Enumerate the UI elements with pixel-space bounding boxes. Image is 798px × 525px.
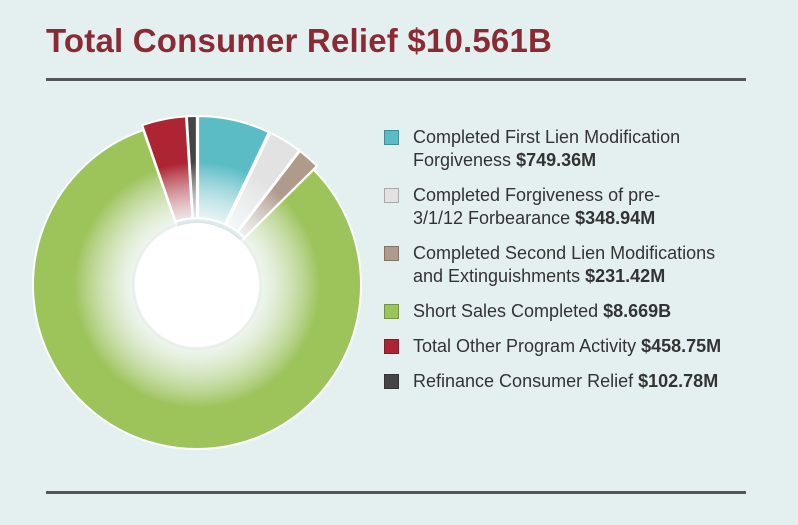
legend-amount: $231.42M bbox=[585, 266, 666, 286]
donut-chart bbox=[32, 114, 362, 450]
donut-hole bbox=[135, 223, 259, 347]
legend-swatch bbox=[384, 130, 399, 145]
legend-amount: $8.669B bbox=[603, 301, 672, 321]
legend-swatch bbox=[384, 374, 399, 389]
legend-label: Completed First Lien Modification bbox=[413, 127, 681, 147]
donut-slice-5 bbox=[185, 114, 198, 220]
legend-swatch bbox=[384, 304, 399, 319]
bottom-divider bbox=[46, 491, 746, 494]
legend-amount: $458.75M bbox=[641, 336, 722, 356]
legend-item: Completed Second Lien Modifications and E… bbox=[384, 242, 784, 288]
legend-swatch bbox=[384, 339, 399, 354]
legend-label: Forgiveness bbox=[413, 150, 512, 170]
legend-swatch bbox=[384, 246, 399, 261]
legend-amount: $749.36M bbox=[516, 150, 597, 170]
legend-label: 3/1/12 Forbearance bbox=[413, 208, 571, 228]
legend-item: Refinance Consumer Relief $102.78M bbox=[384, 370, 784, 393]
legend: Completed First Lien Modification Forgive… bbox=[384, 126, 784, 405]
legend-item: Completed Forgiveness of pre- 3/1/12 Forb… bbox=[384, 184, 784, 230]
legend-item: Short Sales Completed $8.669B bbox=[384, 300, 784, 323]
legend-label: Completed Second Lien Modifications bbox=[413, 243, 716, 263]
legend-item: Completed First Lien Modification Forgive… bbox=[384, 126, 784, 172]
legend-amount: $102.78M bbox=[638, 371, 719, 391]
legend-item: Total Other Program Activity $458.75M bbox=[384, 335, 784, 358]
top-divider bbox=[46, 78, 746, 81]
donut-slice-0 bbox=[197, 115, 271, 226]
legend-label: Short Sales Completed bbox=[413, 301, 599, 321]
legend-amount: $348.94M bbox=[575, 208, 656, 228]
legend-label: Completed Forgiveness of pre- bbox=[413, 185, 661, 205]
chart-title: Total Consumer Relief $10.561B bbox=[46, 22, 553, 59]
legend-swatch bbox=[384, 188, 399, 203]
legend-label: Total Other Program Activity bbox=[413, 336, 637, 356]
legend-label: Refinance Consumer Relief bbox=[413, 371, 634, 391]
legend-label: and Extinguishments bbox=[413, 266, 581, 286]
